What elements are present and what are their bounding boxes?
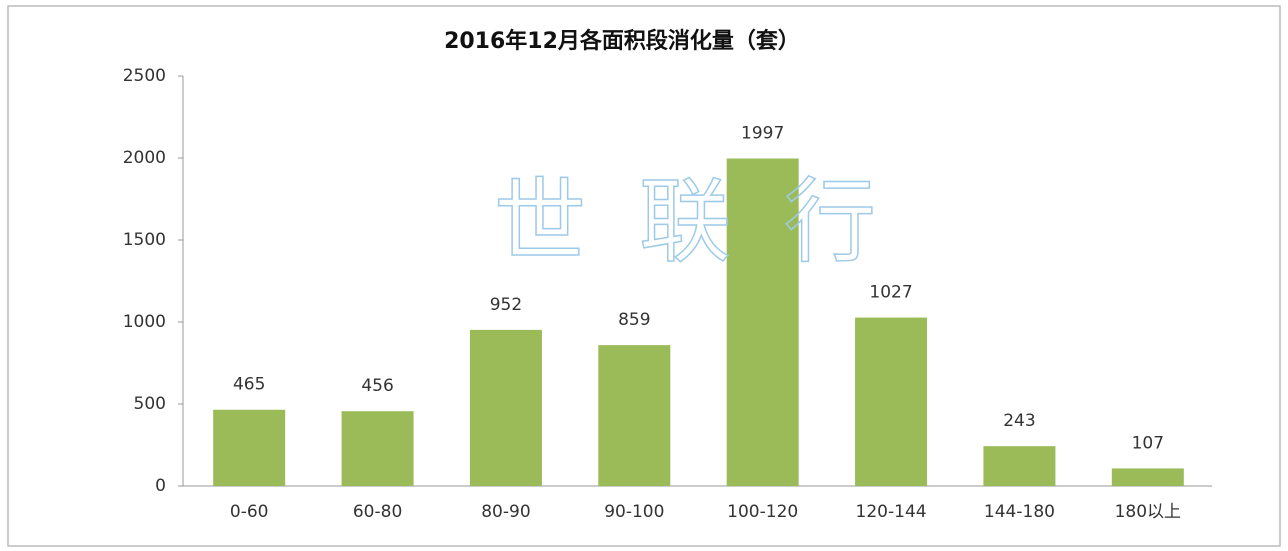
- value-label: 456: [361, 376, 393, 396]
- value-label: 1997: [741, 123, 784, 143]
- bar: [1111, 468, 1184, 486]
- watermark: 行: [784, 168, 876, 275]
- x-tick-label: 144-180: [984, 502, 1055, 522]
- x-tick-label: 90-100: [604, 502, 664, 522]
- bar: [598, 345, 671, 486]
- watermark: 联: [639, 168, 731, 275]
- x-tick-label: 0-60: [230, 502, 269, 522]
- y-tick-label: 1500: [123, 230, 166, 250]
- bar: [213, 409, 286, 486]
- value-label: 465: [233, 375, 265, 395]
- x-tick-label: 180以上: [1115, 502, 1181, 522]
- x-tick-label: 60-80: [353, 502, 402, 522]
- x-tick-label: 120-144: [856, 502, 927, 522]
- bar: [341, 411, 414, 486]
- value-label: 1027: [869, 283, 912, 303]
- y-tick-label: 2500: [123, 66, 166, 86]
- y-tick-label: 2000: [123, 148, 166, 168]
- watermark: 世: [494, 168, 586, 275]
- value-label: 107: [1132, 433, 1164, 453]
- bar: [983, 446, 1056, 486]
- x-tick-label: 80-90: [481, 502, 530, 522]
- x-tick-label: 100-120: [727, 502, 798, 522]
- chart-title: 2016年12月各面积段消化量（套）: [444, 28, 800, 54]
- y-tick-label: 1000: [123, 312, 166, 332]
- bar: [855, 317, 928, 486]
- bar: [726, 158, 799, 486]
- frame: [7, 5, 1281, 547]
- y-tick-label: 500: [134, 394, 166, 414]
- value-label: 243: [1003, 411, 1035, 431]
- value-label: 952: [490, 295, 522, 315]
- value-label: 859: [618, 310, 650, 330]
- bar: [469, 329, 542, 486]
- y-tick-label: 0: [155, 476, 166, 496]
